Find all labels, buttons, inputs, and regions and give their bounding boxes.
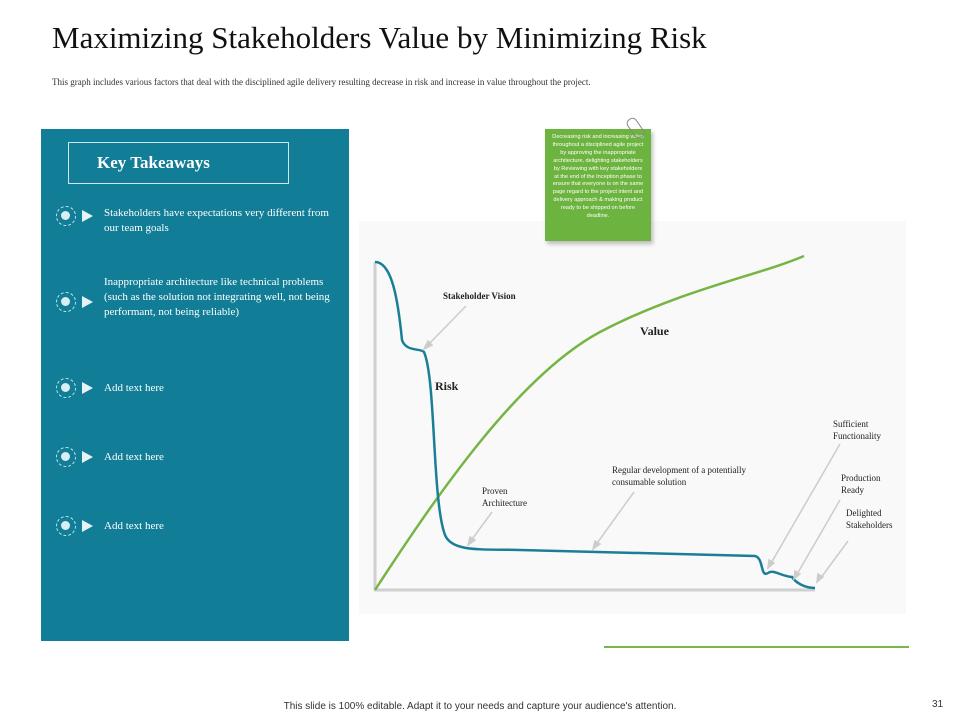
key-takeaways-panel: Key Takeaways Stakeholders have expectat… [41,129,349,641]
play-arrow-icon [82,210,93,222]
sticky-note: Decreasing risk and increasing value thr… [545,129,651,241]
page-number: 31 [932,699,944,710]
pointer-arrowhead [793,569,802,581]
takeaway-text: Add text here [104,451,164,463]
play-arrow-icon [82,382,93,394]
slide-title: Maximizing Stakeholders Value by Minimiz… [52,20,707,55]
value-curve-label: Value [640,324,669,338]
regular-development-pointer [594,491,635,547]
pointer-arrowhead [591,539,602,551]
key-takeaways-heading: Key Takeaways [97,153,210,172]
stakeholder-vision-label: Stakeholder Vision [443,291,516,301]
production-ready-pointer [795,499,841,577]
stakeholder-vision-pointer [425,305,467,348]
pointer-arrowhead [466,535,477,547]
diagram-background [359,221,906,614]
delighted-stakeholders-label: Delighted Stakeholders [846,508,893,530]
risk-curve [374,260,816,590]
regular-development-label: Regular development of a potentially con… [612,465,746,487]
target-dot-icon [56,378,76,398]
pointer-arrowhead [767,558,776,570]
target-dot-icon [56,516,76,536]
production-ready-label: Production Ready [841,473,881,495]
sticky-note-text: Decreasing risk and increasing value thr… [552,134,644,220]
takeaway-text: Inappropriate architecture like technica… [104,276,330,318]
delighted-stakeholders-pointer [819,540,849,580]
sufficient-functionality-label: Sufficient Functionality [833,419,881,441]
value-curve [373,254,805,591]
sufficient-functionality-pointer [769,443,841,566]
takeaway-text: Stakeholders have expectations very diff… [104,207,329,234]
play-arrow-icon [82,296,93,308]
play-arrow-icon [82,451,93,463]
proven-architecture-pointer [469,511,493,543]
slide-subtitle: This graph includes various factors that… [52,77,591,87]
accent-rule [604,646,909,648]
footer-text: This slide is 100% editable. Adapt it to… [283,701,677,712]
play-arrow-icon [82,520,93,532]
target-dot-icon [56,447,76,467]
target-dot-icon [56,206,76,226]
pointer-arrowhead [422,339,434,351]
target-dot-icon [56,292,76,312]
takeaway-text: Add text here [104,382,164,394]
key-takeaways-heading-box: Key Takeaways [68,142,289,184]
risk-curve-label: Risk [435,379,459,393]
pointer-arrowhead [816,572,825,584]
takeaway-text: Add text here [104,520,164,532]
proven-architecture-label: Proven Architecture [482,486,527,508]
